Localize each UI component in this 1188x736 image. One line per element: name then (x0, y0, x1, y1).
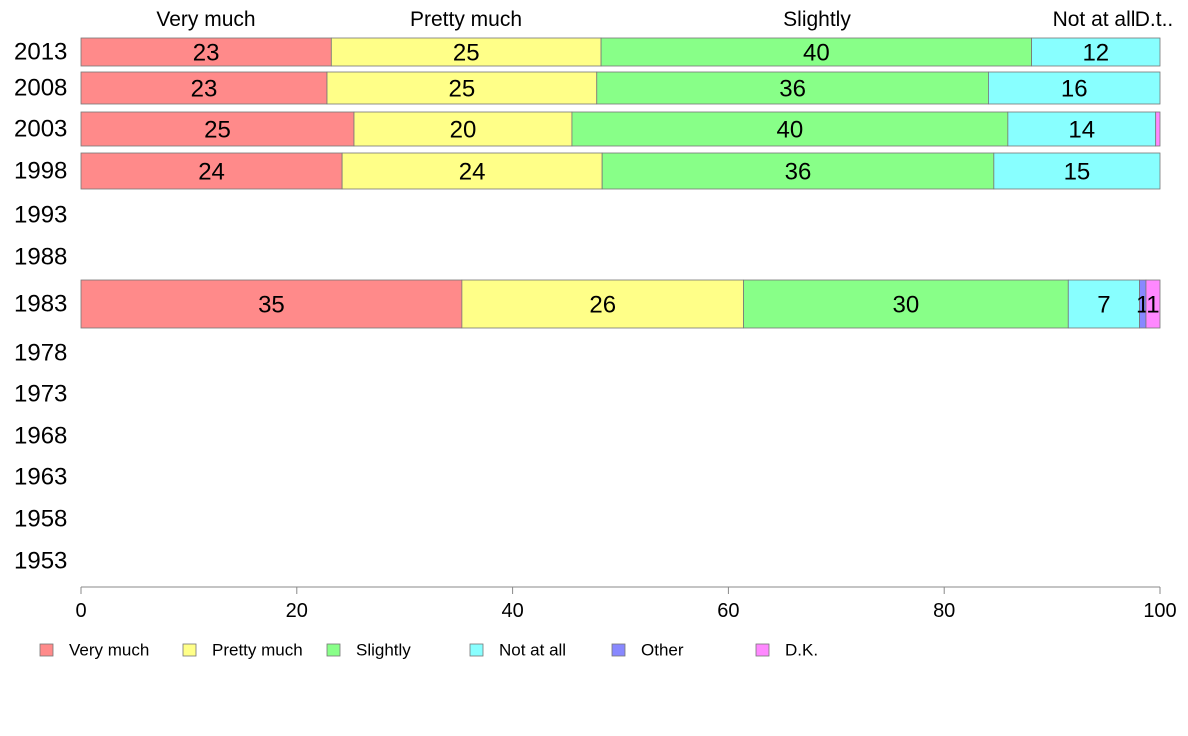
legend-swatch-not-at-all (469, 643, 484, 657)
data-label-2003-very-much: 25 (204, 117, 231, 144)
year-label-1993: 1993 (14, 202, 67, 229)
year-label-1968: 1968 (14, 423, 67, 450)
bar-segment-1998-very-much (80, 152, 343, 190)
bar-segment-2008-pretty-much (326, 71, 598, 105)
data-label-2003-not-at-all: 14 (1068, 117, 1095, 144)
data-label-2013-pretty-much: 25 (453, 40, 480, 67)
bar-segment-2008-very-much (80, 71, 328, 105)
data-label-1983-slightly: 30 (893, 292, 920, 319)
data-label-1983-very-much: 35 (258, 292, 285, 319)
data-label-1983-not-at-all: 7 (1097, 292, 1110, 319)
x-tick-label-60: 60 (717, 600, 739, 622)
year-label-2003: 2003 (14, 116, 67, 143)
bar-segment-1998-pretty-much (341, 152, 603, 190)
bar-segment-1983-slightly (743, 279, 1069, 329)
bar-segment-1983-d-k- (1145, 279, 1161, 329)
year-label-1963: 1963 (14, 464, 67, 491)
x-tick-label-0: 0 (75, 600, 86, 622)
top-label-0: Very much (156, 8, 255, 31)
data-label-2013-very-much: 23 (193, 40, 220, 67)
bar-segment-2003-very-much (80, 111, 355, 147)
data-label-2008-very-much: 23 (191, 76, 218, 103)
legend-swatch-other (611, 643, 626, 657)
legend-label-very-much: Very much (69, 641, 149, 660)
legend-label-slightly: Slightly (356, 641, 411, 660)
bar-segment-2003-pretty-much (353, 111, 573, 147)
year-label-1998: 1998 (14, 158, 67, 185)
bar-segment-2003-not-at-all (1007, 111, 1157, 147)
top-label-3: Not at all (1053, 8, 1136, 31)
data-label-1998-very-much: 24 (198, 159, 225, 186)
bar-segment-1983-not-at-all (1067, 279, 1140, 329)
year-label-2008: 2008 (14, 75, 67, 102)
data-label-1998-not-at-all: 15 (1064, 159, 1091, 186)
legend-swatch-d-k- (755, 643, 770, 657)
data-label-1983-d-k-: 1 (1146, 292, 1159, 319)
legend-label-not-at-all: Not at all (499, 641, 566, 660)
bar-segment-2013-not-at-all (1031, 37, 1161, 67)
data-label-2013-slightly: 40 (803, 40, 830, 67)
data-label-2008-not-at-all: 16 (1061, 76, 1088, 103)
data-label-1998-pretty-much: 24 (459, 159, 486, 186)
x-tick-label-20: 20 (286, 600, 308, 622)
legend-label-other: Other (641, 641, 684, 660)
bar-segment-1998-not-at-all (993, 152, 1161, 190)
bar-segment-2013-very-much (80, 37, 332, 67)
bar-segment-2003-d-k- (1155, 111, 1161, 147)
data-label-2008-slightly: 36 (779, 76, 806, 103)
legend-swatch-slightly (326, 643, 341, 657)
x-tick-label-100: 100 (1143, 600, 1176, 622)
year-label-1983: 1983 (14, 291, 67, 318)
legend-swatch-pretty-much (182, 643, 197, 657)
year-label-1973: 1973 (14, 381, 67, 408)
legend-label-pretty-much: Pretty much (212, 641, 303, 660)
x-tick-label-40: 40 (501, 600, 523, 622)
data-label-1983-pretty-much: 26 (589, 292, 616, 319)
data-label-2003-slightly: 40 (777, 117, 804, 144)
legend-swatch-very-much (39, 643, 54, 657)
data-label-2013-not-at-all: 12 (1082, 40, 1109, 67)
data-label-1998-slightly: 36 (785, 159, 812, 186)
year-label-1958: 1958 (14, 506, 67, 533)
bar-segment-2013-slightly (600, 37, 1032, 67)
year-label-2013: 2013 (14, 39, 67, 66)
bar-segment-2013-pretty-much (330, 37, 602, 67)
bar-segment-1983-pretty-much (461, 279, 744, 329)
x-tick-label-80: 80 (933, 600, 955, 622)
top-label-4: D.t.. (1135, 8, 1174, 31)
data-label-2008-pretty-much: 25 (449, 76, 476, 103)
top-label-2: Slightly (783, 8, 851, 31)
bar-segment-2008-not-at-all (988, 71, 1161, 105)
year-label-1988: 1988 (14, 244, 67, 271)
year-label-1978: 1978 (14, 340, 67, 367)
bar-segment-1983-very-much (80, 279, 463, 329)
bar-segment-2008-slightly (596, 71, 989, 105)
year-label-1953: 1953 (14, 548, 67, 575)
legend-label-d-k-: D.K. (785, 641, 818, 660)
top-label-1: Pretty much (410, 8, 522, 31)
data-label-2003-pretty-much: 20 (450, 117, 477, 144)
